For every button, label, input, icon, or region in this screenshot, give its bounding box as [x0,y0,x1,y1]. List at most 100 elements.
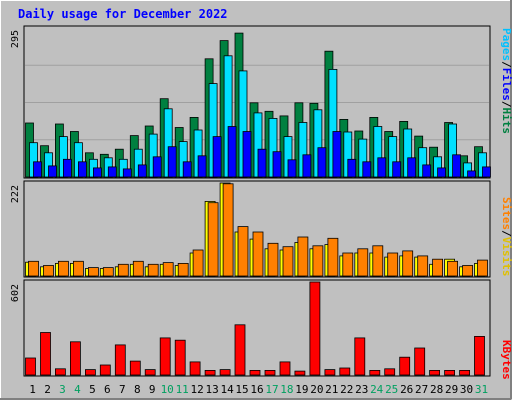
bar-sites-day-4 [73,260,84,277]
bar-pages-day-23 [362,161,372,178]
bar-pages-day-16 [257,148,267,178]
x-tick-label-day-21: 21 [325,383,338,396]
bar-kbytes-day-24 [369,369,381,376]
bar-kbytes-day-10 [159,337,171,376]
bar-kbytes-day-19 [294,370,306,376]
x-tick-label-day-30: 30 [460,383,473,396]
chart-title: Daily usage for December 2022 [18,7,228,21]
bar-kbytes-day-21 [324,369,336,376]
bar-sites-day-13 [207,202,219,277]
bar-sites-day-17 [267,242,279,277]
bar-kbytes-day-13 [204,369,216,376]
right-label-top-part-0: Pages [500,28,512,61]
right-label-middle: Sites/Visits [500,197,512,277]
bar-pages-day-3 [63,158,72,178]
x-tick-label-day-13: 13 [205,383,218,396]
right-label-middle-part-2: Visits [500,237,512,277]
bar-sites-day-9 [147,263,159,277]
bar-pages-day-9 [152,156,162,178]
bar-pages-day-29 [452,154,462,178]
bar-pages-day-8 [137,164,147,178]
right-label-middle-part-1: / [500,230,512,237]
bar-sites-day-3 [58,260,69,277]
bar-kbytes-day-8 [129,360,141,376]
x-tick-label-day-7: 7 [119,383,126,396]
bar-kbytes-day-28 [429,369,441,376]
bar-sites-day-14 [222,183,234,277]
bar-kbytes-day-15 [234,324,246,376]
bar-sites-day-16 [252,231,264,277]
bar-kbytes-day-11 [174,339,186,376]
x-tick-label-day-22: 22 [340,383,353,396]
bar-pages-day-25 [392,161,402,178]
x-tick-label-day-27: 27 [415,383,428,396]
x-tick-label-day-26: 26 [400,383,413,396]
bar-pages-day-14 [227,126,237,178]
x-axis-labels: 1 2 3 4 5 6 7 8 9 10 11 12 13 14 15 16 17 18 19 20 21 22 23 24 2… [29,383,488,396]
bar-sites-day-11 [177,262,189,277]
x-tick-label-day-31: 31 [475,383,488,396]
right-label-top: Pages/Files/Hits [500,28,512,134]
x-tick-label-day-10: 10 [161,383,174,396]
bar-pages-day-11 [182,161,192,178]
bar-pages-day-15 [242,131,252,178]
bar-kbytes-day-12 [189,361,201,376]
bar-pages-day-6 [107,166,117,178]
bar-kbytes-day-2 [40,332,51,376]
bar-kbytes-day-18 [279,361,291,376]
bar-sites-day-29 [447,260,459,277]
right-label-top-part-2: Files [500,68,512,101]
bar-sites-day-26 [402,250,414,277]
x-tick-label-day-11: 11 [176,383,189,396]
x-tick-label-day-20: 20 [310,383,323,396]
x-tick-label-day-24: 24 [370,383,384,396]
right-label-middle-part-0: Sites [500,197,512,230]
bar-kbytes-day-5 [85,369,96,376]
bar-kbytes-day-30 [459,369,471,376]
x-tick-label-day-25: 25 [385,383,398,396]
bar-pages-day-1 [33,161,42,178]
bar-pages-day-19 [302,154,312,178]
x-tick-label-day-4: 4 [74,383,81,396]
x-tick-label-day-8: 8 [134,383,141,396]
bar-pages-day-26 [407,157,417,178]
x-tick-label-day-18: 18 [280,383,293,396]
bar-kbytes-day-23 [354,337,366,376]
x-tick-label-day-14: 14 [220,383,234,396]
bar-sites-day-19 [297,236,309,277]
middle-max-label: 222 [10,185,21,203]
bar-sites-day-8 [132,260,144,277]
bar-kbytes-day-1 [25,357,36,376]
bar-pages-day-5 [93,167,102,178]
x-tick-label-day-29: 29 [445,383,458,396]
bars-layer [25,32,491,376]
bar-kbytes-day-26 [399,356,411,376]
bar-pages-day-17 [272,151,282,178]
bar-sites-day-21 [327,237,339,277]
bar-sites-day-15 [237,226,249,277]
bar-pages-day-28 [437,167,447,178]
bar-kbytes-day-16 [249,369,261,376]
bar-kbytes-day-3 [55,368,66,376]
bottom-max-label: 602 [10,284,21,302]
x-tick-label-day-16: 16 [250,383,263,396]
bar-kbytes-day-31 [474,335,485,376]
bar-pages-day-4 [78,161,87,178]
bar-sites-day-20 [312,245,324,277]
bar-pages-day-7 [122,168,132,178]
bar-pages-day-30 [467,170,477,178]
bar-pages-day-12 [197,155,207,178]
bar-sites-day-22 [342,252,354,277]
bar-pages-day-21 [332,131,342,178]
bar-pages-day-22 [347,158,357,178]
bar-kbytes-day-14 [219,369,231,376]
right-label-top-part-4: Hits [500,108,512,135]
bar-pages-day-31 [482,166,491,178]
right-label-top-part-3: / [500,101,512,108]
bar-sites-day-24 [372,245,384,277]
bar-sites-day-12 [192,249,204,277]
x-tick-label-day-17: 17 [265,383,278,396]
bar-sites-day-23 [357,248,369,277]
